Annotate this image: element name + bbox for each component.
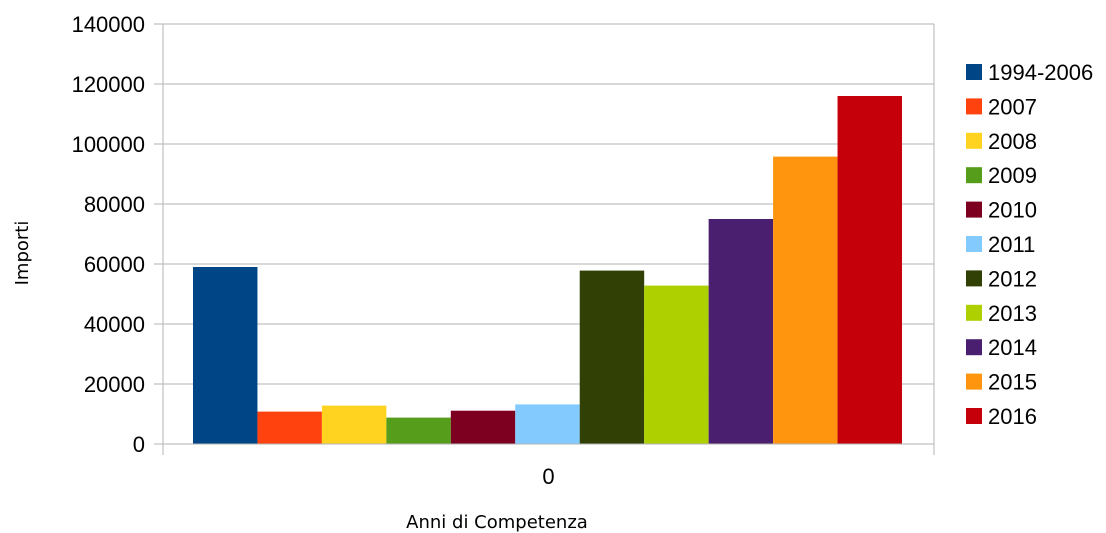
y-tick-labels: 0 20000 40000 60000 80000 100000 120000 140000 <box>72 12 163 457</box>
legend-swatch <box>966 201 982 218</box>
x-tick-labels: 0 <box>542 464 554 489</box>
legend-label: 2011 <box>988 232 1035 257</box>
legend-item: 2010 <box>966 198 1037 223</box>
y-tick-label: 140000 <box>72 12 145 37</box>
legend-swatch <box>966 304 982 321</box>
legend-item: 2016 <box>966 404 1037 429</box>
legend: 1994-2006 2007 2008 2009 2010 2011 2012 2013 201… <box>966 60 1093 429</box>
legend-label: 2016 <box>988 404 1037 429</box>
y-tick-label: 120000 <box>72 72 145 97</box>
bar-2011 <box>515 404 580 444</box>
bar-2010 <box>450 410 516 444</box>
y-tick-label: 100000 <box>72 132 145 157</box>
legend-swatch <box>966 236 982 252</box>
legend-item: 2014 <box>966 335 1037 360</box>
bar-2013 <box>644 285 709 444</box>
axes <box>162 24 935 455</box>
legend-swatch <box>966 132 982 149</box>
x-tick-label: 0 <box>542 464 554 489</box>
legend-swatch <box>966 98 982 115</box>
bar-2016 <box>837 96 902 444</box>
legend-swatch <box>966 270 982 287</box>
legend-item: 2012 <box>966 266 1037 291</box>
bar-2008 <box>321 405 387 444</box>
legend-label: 2014 <box>988 335 1037 360</box>
legend-label: 2013 <box>988 301 1037 326</box>
y-tick-label: 60000 <box>84 252 145 277</box>
y-tick-label: 80000 <box>84 192 145 217</box>
legend-item: 2008 <box>966 129 1037 154</box>
legend-swatch <box>966 373 982 390</box>
legend-item: 2007 <box>966 94 1037 119</box>
legend-label: 2008 <box>988 129 1037 154</box>
y-tick-label: 20000 <box>84 372 145 397</box>
bar-1994-2006 <box>193 267 258 444</box>
legend-swatch <box>966 167 982 184</box>
legend-label: 2010 <box>988 198 1037 223</box>
bar-2014 <box>708 219 774 444</box>
legend-label: 2012 <box>988 266 1037 291</box>
bar-2007 <box>257 411 322 444</box>
bar-2012 <box>579 270 645 444</box>
legend-item: 2013 <box>966 301 1037 326</box>
legend-item: 2009 <box>966 163 1037 188</box>
legend-label: 2007 <box>988 94 1037 119</box>
bar-2015 <box>773 156 838 444</box>
legend-label: 2015 <box>988 370 1037 395</box>
y-tick-label: 40000 <box>84 312 145 337</box>
gridlines <box>163 23 934 445</box>
legend-swatch <box>966 339 982 356</box>
x-axis-title: Anni di Competenza <box>406 512 588 533</box>
legend-item: 1994-2006 <box>966 60 1093 85</box>
bars <box>193 96 902 444</box>
legend-label: 2009 <box>988 163 1037 188</box>
legend-label: 1994-2006 <box>988 60 1093 85</box>
legend-item: 2011 <box>966 232 1035 257</box>
legend-item: 2015 <box>966 370 1037 395</box>
legend-swatch <box>966 408 982 424</box>
bar-2009 <box>386 417 451 444</box>
y-tick-label: 0 <box>133 432 145 457</box>
legend-swatch <box>966 64 982 80</box>
y-axis-title: Importi <box>12 221 33 286</box>
